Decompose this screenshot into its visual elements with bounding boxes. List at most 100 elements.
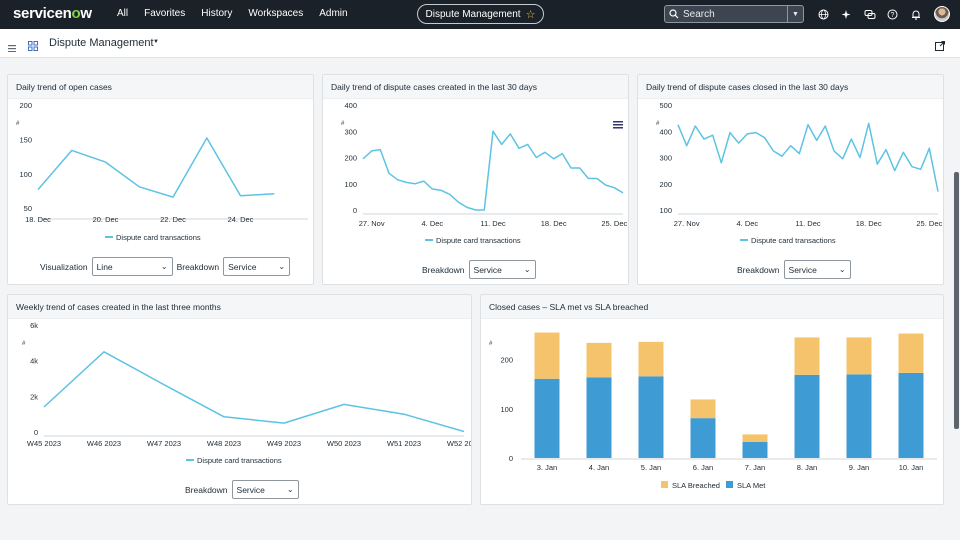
- bar-sla-met: [794, 374, 820, 458]
- card-title: Daily trend of dispute cases created in …: [323, 75, 628, 99]
- legend-label: SLA Met: [737, 481, 766, 490]
- help-icon[interactable]: ?: [881, 7, 904, 21]
- y-tick-label: 300: [659, 154, 672, 163]
- star-icon[interactable]: ☆: [525, 8, 536, 21]
- menu-history[interactable]: History: [201, 8, 233, 19]
- breakdown-select[interactable]: Service ⌄: [223, 257, 291, 276]
- breakdown-control: Breakdown Service ⌄: [422, 260, 536, 279]
- breakdown-select[interactable]: Service ⌄: [231, 480, 299, 499]
- x-tick-label: 25. Dec: [916, 219, 942, 228]
- chevron-down-icon: ⌄: [838, 265, 846, 274]
- y-tick-label: 400: [659, 127, 672, 136]
- breakdown-label: Breakdown: [185, 484, 228, 495]
- chevron-down-icon: ⌄: [160, 262, 168, 271]
- y-tick-label: 100: [500, 405, 513, 414]
- x-tick-label: 11. Dec: [795, 219, 821, 228]
- bell-icon[interactable]: [904, 7, 927, 21]
- breakdown-label: Breakdown: [737, 264, 780, 275]
- visualization-control: Visualization Line ⌄ Breakdown Service ⌄: [40, 257, 291, 276]
- x-tick-label: 7. Jan: [745, 463, 765, 472]
- menu-admin[interactable]: Admin: [319, 8, 348, 19]
- search-input[interactable]: Search ▼: [664, 5, 804, 23]
- x-tick-label: 18. Dec: [25, 215, 51, 224]
- avatar[interactable]: [934, 6, 950, 22]
- y-axis-label: #: [22, 341, 26, 347]
- page-title: Dispute Management: [49, 37, 154, 49]
- bar-sla-met: [846, 374, 872, 458]
- y-axis-label: #: [489, 341, 493, 347]
- y-axis-label: #: [656, 121, 660, 127]
- bar-sla-breached: [742, 434, 768, 442]
- bar-sla-met: [742, 441, 768, 458]
- y-tick-label: 2k: [30, 392, 38, 401]
- series-line: [37, 137, 275, 198]
- chevron-down-icon: ⌄: [286, 485, 294, 494]
- workspace-header: Dispute Management ▼: [0, 29, 960, 58]
- breakdown-label: Breakdown: [176, 261, 220, 272]
- card-title: Weekly trend of cases created in the las…: [8, 295, 471, 319]
- workspace-pill-label: Dispute Management: [425, 8, 521, 20]
- chevron-down-icon: ⌄: [278, 262, 286, 271]
- card-sla-cases: Closed cases – SLA met vs SLA breached 0…: [480, 294, 944, 505]
- x-tick-label: 18. Dec: [541, 219, 567, 228]
- menu-favorites[interactable]: Favorites: [144, 8, 186, 19]
- x-tick-label: 3. Jan: [537, 463, 557, 472]
- legend-label: SLA Breached: [672, 481, 720, 490]
- chart-closed-30-days: 100 200 300 400 500 #27. Nov 4. Dec 11. Dec 18. …: [656, 101, 943, 245]
- servicenow-logo[interactable]: servicenow: [13, 5, 92, 22]
- bar-sla-breached: [898, 333, 924, 373]
- y-tick-label: 400: [344, 101, 357, 110]
- sparkle-icon[interactable]: [835, 7, 858, 21]
- chart-sla-cases: 0 100 200 #3. Jan 4. Jan 5. Jan 6. Jan 7. Jan 8.…: [489, 332, 937, 490]
- x-tick-label: W49 2023: [267, 439, 301, 448]
- x-tick-label: W46 2023: [87, 439, 121, 448]
- x-tick-label: W50 2023: [327, 439, 361, 448]
- menu-workspaces[interactable]: Workspaces: [248, 8, 304, 19]
- series-line: [362, 130, 624, 211]
- card-open-cases: Daily trend of open cases 50 100 150 200 #18…: [7, 74, 314, 285]
- svg-text:?: ?: [891, 12, 895, 19]
- breakdown-control: Breakdown Service ⌄: [185, 480, 299, 499]
- x-tick-label: 27. Nov: [674, 219, 700, 228]
- y-tick-label: 200: [659, 180, 672, 189]
- chart-created-30-days: 0 100 200 300 400 #27. Nov 4. Dec 11. Dec 18. De…: [341, 101, 628, 245]
- bar-sla-met: [534, 378, 560, 458]
- card-created-30-days: Daily trend of dispute cases created in …: [322, 74, 629, 285]
- chevron-down-icon[interactable]: ▼: [153, 39, 159, 45]
- y-tick-label: 150: [19, 135, 32, 144]
- x-tick-label: 10. Jan: [899, 463, 924, 472]
- chat-icon[interactable]: [858, 7, 881, 21]
- hamburger-icon[interactable]: [8, 39, 16, 57]
- legend-label: Dispute card transactions: [116, 233, 201, 242]
- y-tick-label: 0: [509, 454, 513, 463]
- y-tick-label: 200: [500, 356, 513, 365]
- visualization-select[interactable]: Line ⌄: [91, 257, 173, 276]
- visualization-label: Visualization: [40, 261, 88, 272]
- y-tick-label: 200: [19, 101, 32, 110]
- breakdown-select[interactable]: Service ⌄: [783, 260, 851, 279]
- dashboard-grid-icon[interactable]: [28, 38, 38, 56]
- open-external-icon[interactable]: [935, 38, 945, 56]
- bar-sla-met: [638, 376, 664, 458]
- y-tick-label: 6k: [30, 321, 38, 330]
- visualization-value: Line: [96, 261, 113, 272]
- page-scrollbar[interactable]: [954, 172, 959, 429]
- search-scope-dropdown[interactable]: ▼: [787, 6, 803, 22]
- x-tick-label: 4. Dec: [736, 219, 758, 228]
- main-menu: All Favorites History Workspaces Admin: [117, 8, 364, 19]
- card-title: Daily trend of open cases: [8, 75, 313, 99]
- series-line: [43, 351, 465, 433]
- x-tick-label: W47 2023: [147, 439, 181, 448]
- x-tick-label: 24. Dec: [228, 215, 254, 224]
- x-tick-label: W52 2023: [447, 439, 472, 448]
- legend-label: Dispute card transactions: [436, 236, 521, 245]
- menu-all[interactable]: All: [117, 8, 129, 19]
- breakdown-select[interactable]: Service ⌄: [468, 260, 536, 279]
- bar-sla-breached: [794, 337, 820, 375]
- breakdown-value: Service: [236, 484, 265, 495]
- workspace-pill[interactable]: Dispute Management ☆: [417, 4, 544, 24]
- bar-sla-breached: [638, 341, 664, 377]
- search-icon: [665, 9, 683, 19]
- breakdown-control: Breakdown Service ⌄: [737, 260, 851, 279]
- globe-icon[interactable]: [812, 7, 835, 21]
